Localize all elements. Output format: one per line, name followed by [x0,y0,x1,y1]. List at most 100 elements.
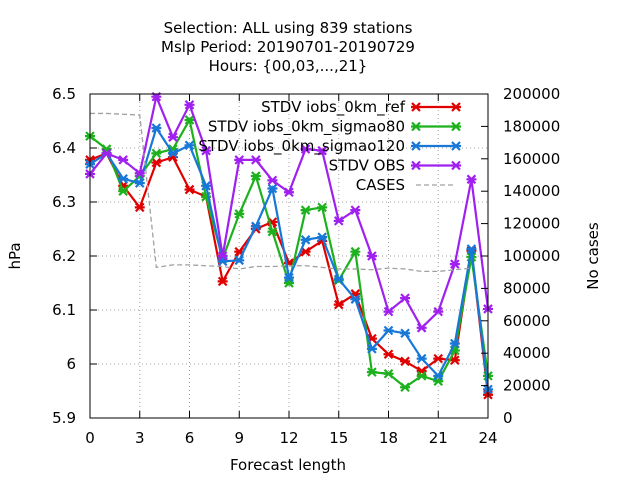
series-3 [85,91,493,333]
data-point [317,232,328,242]
data-point [350,205,361,215]
legend-entry-1: STDV iobs_0km_sigmao80 [208,118,461,137]
data-point [234,155,245,165]
x-tick-label: 9 [234,429,244,447]
legend-label: CASES [356,176,405,194]
data-point [383,368,394,379]
legend-marker [411,102,421,112]
legend-marker [411,141,421,151]
legend-label: STDV iobs_0km_sigmao120 [198,137,405,156]
data-point [366,251,377,261]
data-point [300,235,311,245]
y-tick-label: 5.9 [52,409,76,427]
legend-marker [411,121,421,132]
legend-marker [451,102,461,112]
legend-entry-4: CASES [356,176,456,194]
x-tick-label: 0 [85,429,95,447]
data-point [201,181,212,191]
data-point [383,349,394,360]
data-point [317,145,328,156]
data-point [267,183,278,194]
data-point [300,144,311,154]
x-tick-label: 12 [279,429,298,447]
data-point [400,382,411,392]
series-2 [85,123,493,395]
y2-tick-label: 180000 [503,117,560,135]
x-tick-label: 3 [135,429,145,447]
data-point [118,186,129,196]
data-point [333,299,344,310]
data-point [466,174,477,185]
y2-tick-label: 100000 [503,247,560,265]
chart-title-line-2: Mslp Period: 20190701-20190729 [161,38,415,56]
data-point [250,155,261,165]
x-tick-label: 21 [429,429,448,447]
data-point [234,255,245,266]
y-tick-label: 6.4 [52,139,76,157]
data-point [134,178,145,188]
chart-title-line-3: Hours: {00,03,...,21} [209,57,368,75]
x-axis-label: Forecast length [230,456,346,474]
y-tick-label: 6.5 [52,85,76,103]
data-point [317,202,328,213]
data-point [167,148,178,159]
legend-entry-0: STDV iobs_0km_ref [261,98,461,117]
legend-marker [451,121,461,132]
data-point [449,259,460,269]
data-point [416,371,427,381]
data-point [184,115,195,125]
data-point [134,202,145,213]
data-point [366,344,377,354]
x-tick-label: 18 [379,429,398,447]
y2-tick-label: 20000 [503,377,551,395]
data-point [400,328,411,338]
data-point [383,306,394,317]
data-point [184,100,195,110]
data-point [217,251,228,261]
data-point [201,145,212,156]
y-tick-label: 6.2 [52,247,76,265]
data-point [184,140,195,151]
legend-label: STDV iobs_0km_ref [261,98,406,117]
y-tick-label: 6.3 [52,193,76,211]
y-axis-label: hPa [6,242,24,269]
y2-tick-label: 140000 [503,182,560,200]
y2-tick-label: 200000 [503,85,560,103]
y2-tick-label: 80000 [503,279,551,297]
x-tick-label: 6 [185,429,195,447]
data-point [383,325,394,336]
data-point [300,246,311,257]
data-point [151,123,162,133]
legend-entry-3: STDV OBS [329,157,461,175]
data-point [118,155,129,165]
data-point [433,306,444,317]
legend-entry-2: STDV iobs_0km_sigmao120 [198,137,461,156]
y2-tick-label: 40000 [503,344,551,362]
data-point [267,175,278,186]
data-point [167,132,178,142]
data-point [350,246,361,257]
data-point [151,157,162,168]
series-line [89,116,490,389]
data-point [267,226,278,237]
data-point [250,171,261,181]
data-point [217,276,228,287]
y2-axis-label: No cases [584,222,602,290]
data-point [284,187,294,198]
series-1 [85,115,493,392]
legend-label: STDV iobs_0km_sigmao80 [208,118,405,137]
x-tick-label: 24 [478,429,497,447]
data-point [118,174,129,184]
series-line [90,112,472,273]
data-point [134,168,145,179]
y-tick-label: 6.1 [52,301,76,319]
plot-series [85,91,493,400]
axes: 0 3 6 9 12 15 18 21 24 5.9 6 6.1 6.2 6.3 6.4 6.5 0 20000 4… [52,85,560,447]
data-point [366,367,377,377]
data-point [284,272,294,283]
data-point [433,353,444,364]
data-point [466,244,477,254]
legend-marker [411,160,421,171]
series-4 [90,112,472,273]
